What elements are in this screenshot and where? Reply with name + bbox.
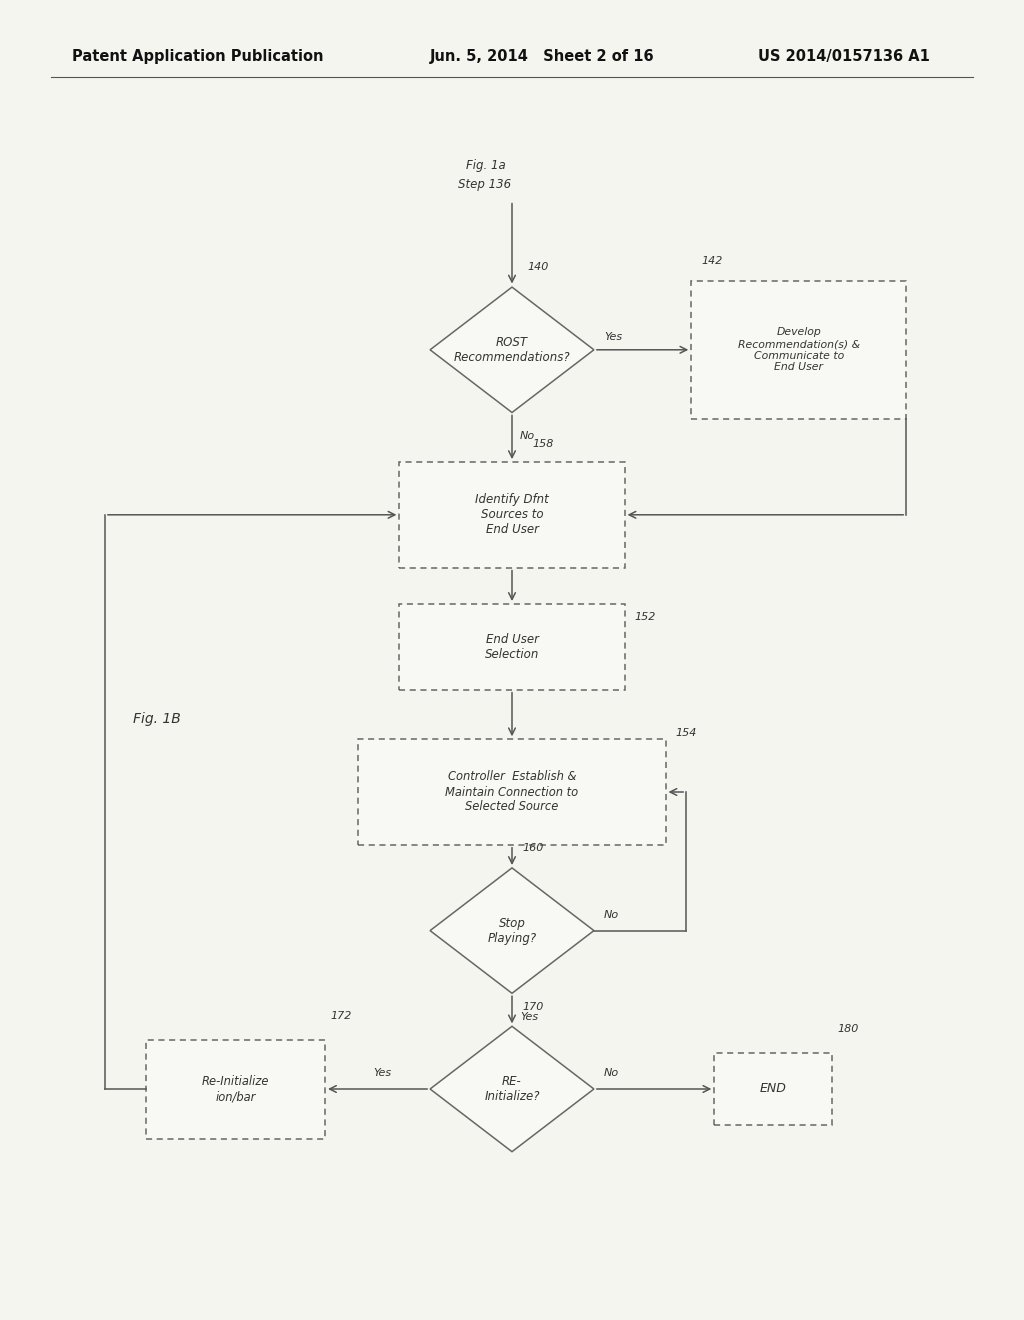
Text: END: END (760, 1082, 786, 1096)
FancyBboxPatch shape (358, 739, 666, 845)
FancyBboxPatch shape (691, 281, 906, 420)
Text: 170: 170 (522, 1002, 544, 1011)
Text: Controller  Establish &
Maintain Connection to
Selected Source: Controller Establish & Maintain Connecti… (445, 771, 579, 813)
Text: 158: 158 (532, 438, 554, 449)
Text: 180: 180 (838, 1024, 858, 1034)
Text: 152: 152 (635, 612, 656, 622)
Text: No: No (604, 1068, 620, 1078)
Polygon shape (430, 869, 594, 993)
Text: 154: 154 (676, 727, 697, 738)
Text: Jun. 5, 2014   Sheet 2 of 16: Jun. 5, 2014 Sheet 2 of 16 (430, 49, 654, 63)
Text: Yes: Yes (604, 331, 623, 342)
Text: 172: 172 (330, 1011, 351, 1020)
FancyBboxPatch shape (399, 605, 625, 689)
Text: Fig. 1a: Fig. 1a (466, 158, 506, 172)
Text: Patent Application Publication: Patent Application Publication (72, 49, 324, 63)
FancyBboxPatch shape (399, 462, 625, 568)
Text: Stop
Playing?: Stop Playing? (487, 916, 537, 945)
Text: 142: 142 (701, 256, 723, 265)
Text: Develop
Recommendation(s) &
Communicate to
End User: Develop Recommendation(s) & Communicate … (737, 327, 860, 372)
Text: Step 136: Step 136 (458, 178, 511, 191)
Text: ROST
Recommendations?: ROST Recommendations? (454, 335, 570, 364)
Polygon shape (430, 288, 594, 412)
Text: No: No (604, 909, 620, 920)
Text: 140: 140 (527, 263, 549, 272)
Text: RE-
Initialize?: RE- Initialize? (484, 1074, 540, 1104)
Text: Identify Dfnt
Sources to
End User: Identify Dfnt Sources to End User (475, 494, 549, 536)
FancyBboxPatch shape (146, 1040, 326, 1138)
Text: End User
Selection: End User Selection (484, 632, 540, 661)
Text: Yes: Yes (520, 1012, 539, 1022)
FancyBboxPatch shape (715, 1053, 831, 1125)
Polygon shape (430, 1027, 594, 1151)
Text: US 2014/0157136 A1: US 2014/0157136 A1 (758, 49, 930, 63)
Text: Re-Initialize
ion/bar: Re-Initialize ion/bar (202, 1074, 269, 1104)
Text: No: No (520, 432, 536, 441)
Text: Yes: Yes (374, 1068, 392, 1078)
Text: Fig. 1B: Fig. 1B (133, 713, 181, 726)
Text: 160: 160 (522, 843, 544, 853)
